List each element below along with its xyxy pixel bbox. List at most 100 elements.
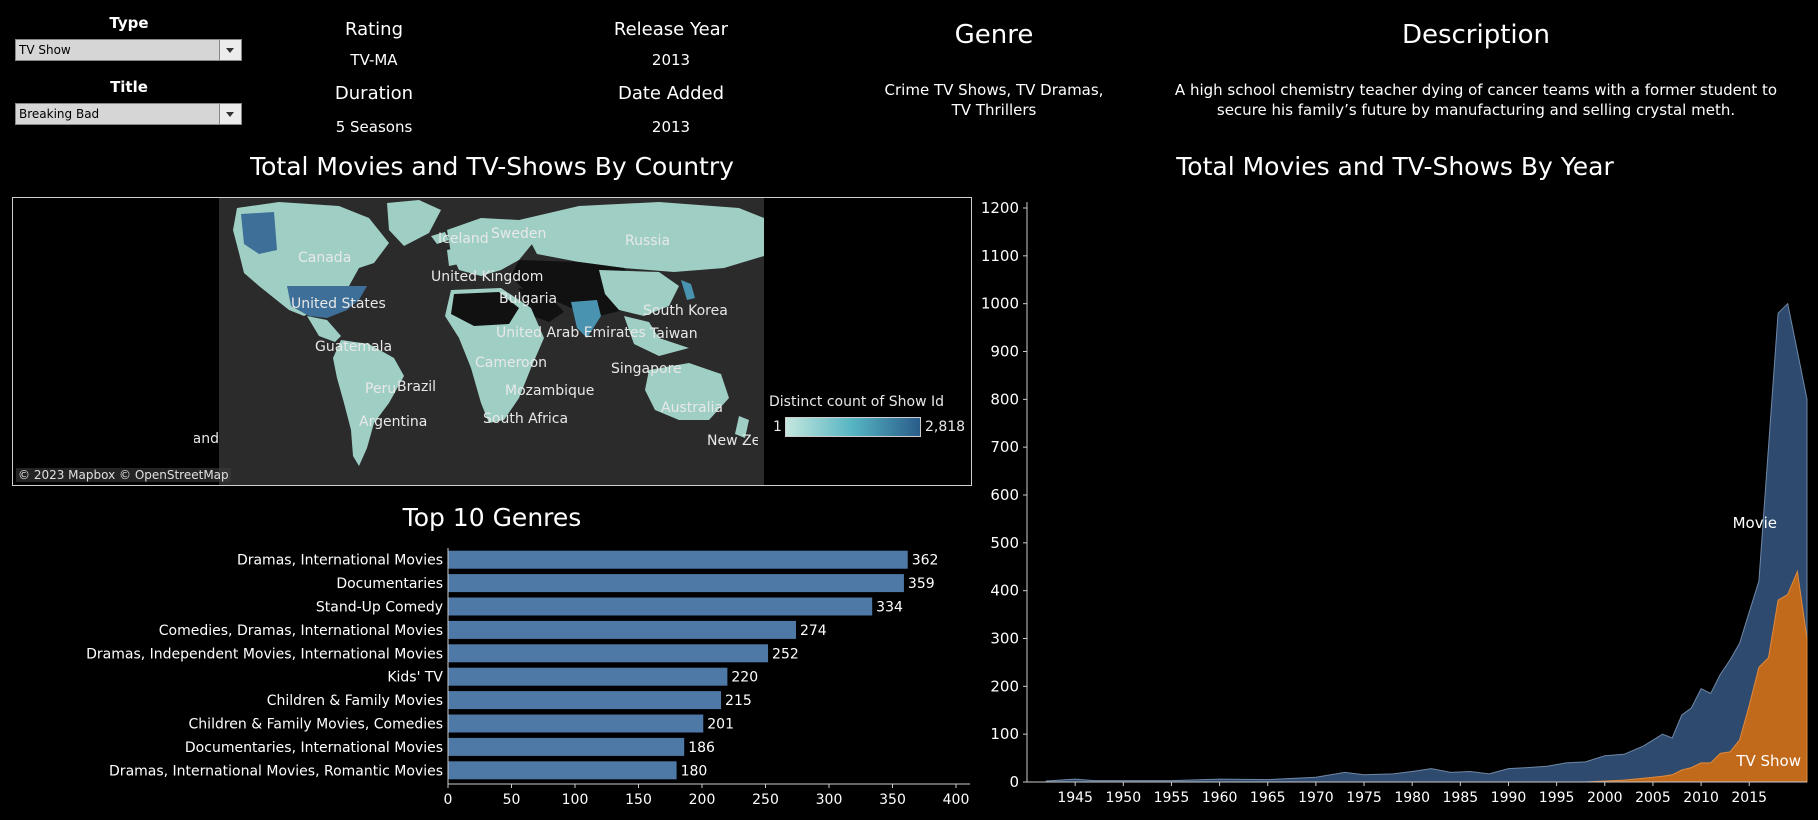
bar-category-label: Children & Family Movies — [267, 693, 443, 709]
map-label-sweden: Sweden — [491, 226, 547, 242]
alaska-shape — [241, 212, 277, 254]
map-label-peru: Peru — [365, 381, 397, 397]
y-tick-label: 200 — [990, 677, 1019, 695]
title-dropdown[interactable]: Breaking Bad — [15, 103, 242, 125]
date-added-label: Date Added — [617, 83, 725, 104]
type-dropdown-value: TV Show — [19, 43, 71, 57]
map-label-south-korea: South Korea — [643, 303, 728, 319]
map-label-brazil: Brazil — [397, 379, 437, 395]
central-america-shape — [307, 316, 341, 342]
map-label-canada: Canada — [298, 250, 352, 266]
bar[interactable] — [448, 620, 796, 639]
map-label-singapore: Singapore — [611, 361, 682, 377]
release-year-label: Release Year — [613, 19, 729, 40]
x-tick-label: 0 — [444, 792, 453, 808]
map-label-guatemala: Guatemala — [315, 339, 393, 355]
duration-label: Duration — [334, 83, 414, 104]
bar-value-label: 359 — [908, 576, 935, 592]
description-heading: Description — [1401, 20, 1551, 50]
greenland-shape — [387, 200, 441, 246]
bar-category-label: Documentaries — [336, 576, 443, 592]
legend-title: Distinct count of Show Id — [769, 394, 944, 410]
x-tick-label: 1955 — [1154, 790, 1190, 806]
country-map[interactable]: Canada Iceland Sweden Russia United King… — [12, 197, 972, 486]
x-tick-label: 200 — [689, 792, 716, 808]
area-series-movie[interactable] — [1045, 302, 1808, 783]
x-tick-label: 1950 — [1105, 790, 1141, 806]
rating-label: Rating — [344, 19, 404, 40]
bar-value-label: 220 — [731, 670, 758, 686]
bar[interactable] — [448, 597, 873, 616]
y-tick-label: 300 — [990, 630, 1019, 648]
type-dropdown[interactable]: TV Show — [15, 39, 242, 61]
europe-shape — [447, 218, 537, 276]
map-label-bulgaria: Bulgaria — [499, 291, 558, 307]
duration-value: 5 Seasons — [335, 118, 413, 136]
bar[interactable] — [448, 667, 728, 686]
chevron-down-icon[interactable] — [219, 40, 241, 60]
bar[interactable] — [448, 574, 904, 593]
map-label-taiwan: Taiwan — [650, 326, 698, 342]
legend-max: 2,818 — [925, 419, 966, 435]
bar-category-label: Kids' TV — [387, 670, 443, 686]
bar-value-label: 362 — [912, 553, 939, 569]
y-tick-label: 700 — [990, 438, 1019, 456]
y-tick-label: 1200 — [981, 199, 1019, 217]
x-tick-label: 1970 — [1298, 790, 1334, 806]
x-tick-label: 1960 — [1202, 790, 1238, 806]
y-tick-label: 500 — [990, 534, 1019, 552]
x-tick-label: 300 — [816, 792, 843, 808]
bar[interactable] — [448, 644, 769, 663]
map-label-cameroon: Cameroon — [475, 355, 548, 371]
x-tick-label: 400 — [943, 792, 970, 808]
chevron-down-icon[interactable] — [219, 104, 241, 124]
map-label-argentina: Argentina — [359, 414, 428, 430]
x-tick-label: 2010 — [1683, 790, 1719, 806]
x-tick-label: 1990 — [1491, 790, 1527, 806]
australia-shape — [645, 363, 729, 420]
title-dropdown-value: Breaking Bad — [19, 107, 100, 121]
map-label-iceland: Iceland — [438, 231, 489, 247]
bar-category-label: Documentaries, International Movies — [185, 740, 443, 756]
genres-bar-chart[interactable]: Dramas, International Movies 362 Documenta… — [0, 540, 980, 820]
bar[interactable] — [448, 550, 908, 569]
bar[interactable] — [448, 761, 677, 780]
x-tick-label: 2000 — [1587, 790, 1623, 806]
x-tick-label: 1965 — [1250, 790, 1286, 806]
usa-shape — [287, 286, 367, 318]
map-label-russia: Russia — [625, 233, 671, 249]
year-chart-title: Total Movies and TV-Shows By Year — [1176, 152, 1614, 181]
date-added-value: 2013 — [651, 118, 691, 136]
x-tick-label: 150 — [625, 792, 652, 808]
bar[interactable] — [448, 737, 685, 756]
y-tick-label: 400 — [990, 582, 1019, 600]
map-label-united-kingdom: United Kingdom — [431, 269, 544, 285]
bar-value-label: 252 — [772, 646, 799, 662]
map-title: Total Movies and TV-Shows By Country — [250, 152, 734, 181]
y-tick-label: 1100 — [981, 247, 1019, 265]
bar-category-label: Children & Family Movies, Comedies — [189, 717, 443, 733]
y-tick-label: 600 — [990, 486, 1019, 504]
legend-min: 1 — [773, 419, 782, 435]
year-area-chart[interactable]: 0 100 200 300 400 500 600 700 800 900 1000 1100 1200… — [975, 190, 1818, 820]
africa-north-no-data-shape — [451, 292, 519, 326]
world-map[interactable] — [219, 198, 764, 485]
bar[interactable] — [448, 714, 704, 733]
map-label-new-zealand-wrap: New Zealand — [194, 431, 219, 447]
x-tick-label: 1975 — [1346, 790, 1382, 806]
description-value: A high school chemistry teacher dying of… — [1174, 81, 1778, 119]
rating-value: TV-MA — [350, 51, 398, 69]
bar-value-label: 215 — [725, 693, 752, 709]
y-tick-label: 900 — [990, 343, 1019, 361]
map-label-uae: United Arab Emirates — [496, 325, 646, 341]
bar[interactable] — [448, 691, 722, 710]
map-label-south-africa: South Africa — [483, 411, 569, 427]
iceland-shape — [431, 232, 449, 244]
russia-shape — [519, 202, 764, 272]
x-tick-label: 350 — [879, 792, 906, 808]
map-label-united-states: United States — [291, 296, 386, 312]
bar-category-label: Stand-Up Comedy — [316, 600, 443, 616]
genres-chart-title: Top 10 Genres — [402, 503, 582, 532]
y-tick-label: 100 — [990, 725, 1019, 743]
map-attribution[interactable]: © 2023 Mapbox © OpenStreetMap — [16, 468, 231, 482]
